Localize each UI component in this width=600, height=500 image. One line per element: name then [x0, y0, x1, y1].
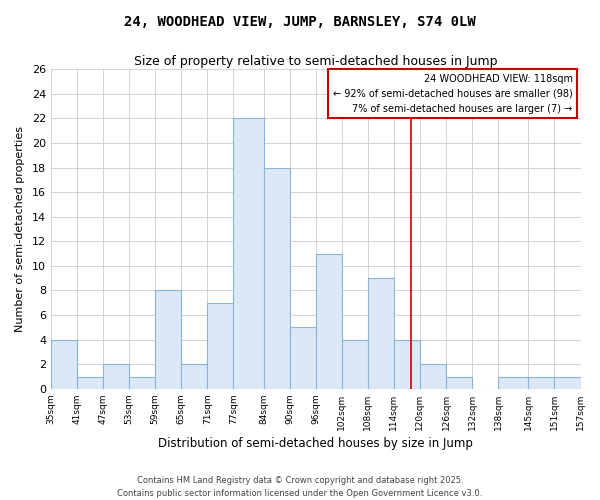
Bar [554, 376, 581, 389]
Bar [368, 278, 394, 389]
Bar [394, 340, 420, 389]
Title: Size of property relative to semi-detached houses in Jump: Size of property relative to semi-detach… [134, 55, 497, 68]
Bar [420, 364, 446, 389]
Bar [446, 376, 472, 389]
Bar [264, 168, 290, 389]
Bar [498, 376, 529, 389]
Bar [342, 340, 368, 389]
Bar [77, 376, 103, 389]
Bar [51, 340, 77, 389]
Bar [316, 254, 342, 389]
Bar [103, 364, 129, 389]
Bar [181, 364, 207, 389]
Bar [290, 328, 316, 389]
X-axis label: Distribution of semi-detached houses by size in Jump: Distribution of semi-detached houses by … [158, 437, 473, 450]
Text: 24, WOODHEAD VIEW, JUMP, BARNSLEY, S74 0LW: 24, WOODHEAD VIEW, JUMP, BARNSLEY, S74 0… [124, 15, 476, 29]
Bar [233, 118, 264, 389]
Bar [155, 290, 181, 389]
Bar [129, 376, 155, 389]
Bar [529, 376, 554, 389]
Text: Contains HM Land Registry data © Crown copyright and database right 2025.
Contai: Contains HM Land Registry data © Crown c… [118, 476, 482, 498]
Bar [207, 303, 233, 389]
Y-axis label: Number of semi-detached properties: Number of semi-detached properties [15, 126, 25, 332]
Text: 24 WOODHEAD VIEW: 118sqm
← 92% of semi-detached houses are smaller (98)
7% of se: 24 WOODHEAD VIEW: 118sqm ← 92% of semi-d… [333, 74, 572, 114]
